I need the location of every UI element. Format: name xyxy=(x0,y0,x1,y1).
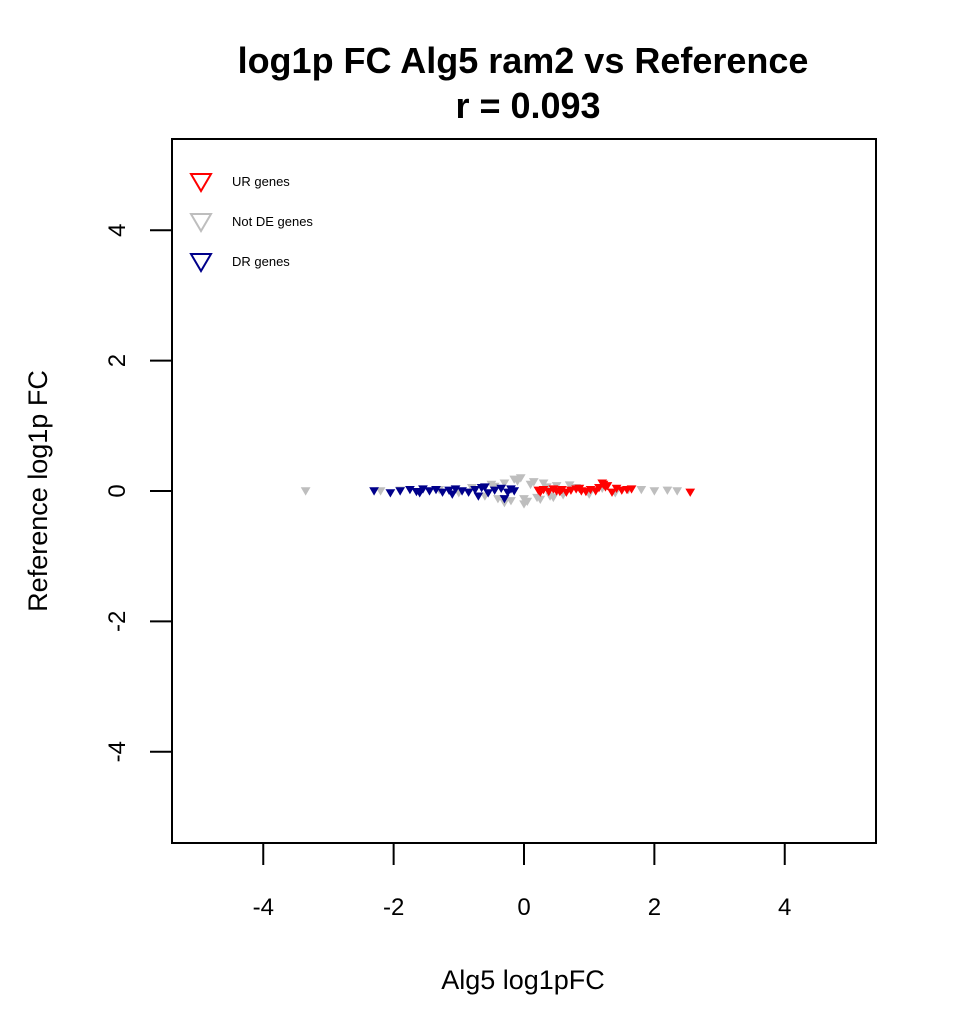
point-dr-genes xyxy=(447,490,458,499)
y-axis: -4 -2 0 2 4 xyxy=(104,224,173,762)
point-ur-genes xyxy=(594,484,604,493)
point-ur-genes xyxy=(574,484,585,493)
point-not-de-genes xyxy=(662,486,673,495)
point-dr-genes xyxy=(457,487,467,496)
point-not-de-genes xyxy=(528,478,539,487)
point-not-de-genes xyxy=(300,487,311,496)
x-tick-label: 4 xyxy=(778,894,791,921)
point-dr-genes xyxy=(385,489,396,498)
point-dr-genes xyxy=(444,486,454,495)
point-dr-genes xyxy=(437,488,448,497)
point-not-de-genes xyxy=(649,487,660,496)
point-dr-genes xyxy=(431,485,441,495)
point-dr-genes xyxy=(499,495,510,504)
point-dr-genes xyxy=(506,485,516,494)
point-not-de-genes xyxy=(564,481,575,490)
point-not-de-genes xyxy=(519,500,529,509)
legend-label: Not DE genes xyxy=(232,214,313,229)
point-dr-genes xyxy=(473,492,484,501)
legend-marker xyxy=(189,213,213,233)
point-dr-genes xyxy=(414,489,425,498)
point-ur-genes xyxy=(566,486,576,495)
legend-label: DR genes xyxy=(232,254,290,269)
x-axis: -4 -2 0 2 4 xyxy=(253,842,791,921)
point-ur-genes xyxy=(543,487,554,497)
point-dr-genes xyxy=(470,485,480,495)
point-not-de-genes xyxy=(509,475,520,484)
x-tick-label: -4 xyxy=(253,894,274,921)
point-not-de-genes xyxy=(548,493,559,503)
point-ur-genes xyxy=(581,487,591,497)
point-dr-genes xyxy=(496,484,507,493)
point-ur-genes xyxy=(561,488,572,497)
point-ur-genes xyxy=(616,486,627,495)
point-not-de-genes xyxy=(515,474,526,483)
y-tick-label: 4 xyxy=(104,224,131,237)
point-not-de-genes xyxy=(493,495,503,504)
point-dr-genes xyxy=(424,487,435,496)
chart-subtitle: r = 0.093 xyxy=(455,85,600,126)
point-not-de-genes xyxy=(375,487,386,496)
legend-marker xyxy=(189,173,213,193)
chart-title: log1p FC Alg5 ram2 vs Reference xyxy=(238,40,809,81)
legend: UR genes Not DE genes DR genes xyxy=(189,173,313,273)
point-dr-genes xyxy=(489,486,500,495)
x-tick-label: 2 xyxy=(648,894,661,921)
x-tick-label: 0 xyxy=(517,894,530,921)
point-not-de-genes xyxy=(538,479,549,488)
plot-frame xyxy=(171,138,877,844)
point-dr-genes xyxy=(480,483,490,492)
point-ur-genes xyxy=(626,485,637,494)
y-axis-label: Reference log1p FC xyxy=(23,370,53,612)
point-ur-genes xyxy=(685,488,696,497)
point-dr-genes xyxy=(483,489,494,498)
point-not-de-genes xyxy=(499,479,510,488)
legend-marker xyxy=(189,253,213,273)
legend-label: UR genes xyxy=(232,174,290,189)
point-not-de-genes xyxy=(672,487,683,496)
y-tick-label: -4 xyxy=(104,741,131,762)
point-not-de-genes xyxy=(636,485,647,495)
point-ur-genes xyxy=(597,479,608,488)
x-axis-label: Alg5 log1pFC xyxy=(441,965,605,995)
point-dr-genes xyxy=(463,488,474,497)
y-tick-label: -2 xyxy=(104,611,131,632)
point-ur-genes xyxy=(600,483,611,492)
point-ur-genes xyxy=(607,488,617,497)
point-ur-genes xyxy=(554,487,565,497)
point-dr-genes xyxy=(395,487,406,496)
point-ur-genes xyxy=(535,488,546,497)
data-points xyxy=(300,474,696,509)
y-tick-label: 2 xyxy=(104,354,131,367)
x-tick-label: -2 xyxy=(383,894,404,921)
point-dr-genes xyxy=(369,487,379,496)
y-tick-label: 0 xyxy=(104,484,131,497)
